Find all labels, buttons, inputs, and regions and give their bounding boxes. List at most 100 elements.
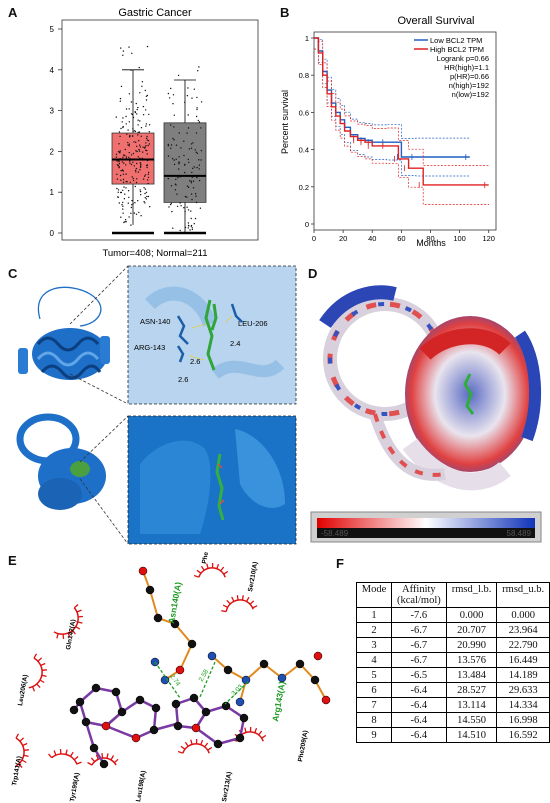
hydrophobic-spoke [223, 570, 229, 575]
hydrophobic-spoke [200, 739, 204, 746]
hydrophobic-spoke [76, 609, 82, 613]
data-point [137, 131, 139, 133]
data-point [140, 215, 142, 217]
hydrophobic-spoke [87, 761, 93, 766]
data-point [118, 131, 121, 133]
data-point [122, 170, 125, 172]
data-point [190, 147, 193, 149]
data-point [126, 181, 128, 183]
stat-logrank: Logrank p=0.66 [437, 54, 489, 63]
data-point [126, 133, 128, 135]
data-point [130, 212, 132, 214]
data-point [131, 204, 133, 206]
hydrophobic-spoke [53, 750, 57, 756]
column-header: Mode [355, 582, 393, 608]
data-point [177, 74, 180, 77]
data-point [132, 161, 134, 163]
data-point [122, 156, 124, 159]
table-cell: 20.990 [445, 637, 498, 653]
data-point [144, 188, 147, 190]
hydrophobic-spoke [204, 742, 209, 748]
data-point [191, 227, 193, 229]
data-point [128, 136, 131, 138]
panel-label-a: A [8, 5, 18, 20]
hydrophobic-spoke [241, 595, 244, 601]
hydrophobic-spoke [258, 730, 263, 736]
data-point [193, 223, 195, 225]
data-point [136, 150, 138, 153]
table-cell: 7 [355, 697, 393, 713]
data-point [121, 121, 123, 123]
data-point [196, 152, 199, 154]
data-point [175, 158, 177, 160]
hydrophobic-spoke [71, 629, 76, 635]
data-point [145, 125, 147, 127]
data-point [138, 131, 141, 133]
hydrophobic-spoke [41, 674, 47, 678]
data-point [125, 164, 127, 166]
data-point [173, 159, 175, 161]
data-point [128, 46, 130, 48]
table-row: 2 -6.7 20.707 23.964 [355, 622, 550, 638]
hydrophobic-residue-label: Leu206(A) [17, 674, 29, 706]
data-point [184, 210, 186, 213]
y-tick-label: 0 [50, 229, 55, 238]
data-point [183, 154, 185, 157]
hydrophobic-spoke [56, 633, 59, 639]
data-point [137, 200, 139, 202]
hydrophobic-arc [225, 599, 254, 612]
panel-label-e: E [8, 553, 17, 568]
data-point [177, 177, 179, 179]
hydrophobic-spoke [221, 610, 227, 613]
data-point [195, 132, 198, 134]
data-point [146, 166, 148, 169]
data-point [192, 167, 194, 170]
data-point [198, 159, 200, 161]
data-point [144, 202, 146, 204]
data-point [196, 176, 198, 179]
data-point [133, 212, 136, 214]
data-point [129, 134, 131, 137]
data-point [130, 163, 133, 166]
table-row: 6 -6.4 28.527 29.633 [355, 682, 550, 698]
data-point [198, 121, 201, 123]
ligand-stick [463, 373, 475, 415]
data-point [117, 196, 120, 198]
distance-label: 2.6 [190, 357, 200, 366]
data-point [137, 156, 139, 158]
data-point [117, 189, 120, 191]
data-point [192, 180, 195, 182]
table-row: 8 -6.4 14.550 16.998 [355, 712, 550, 728]
hydrophobic-residue-label: Phe209(A) [297, 730, 309, 763]
y-axis-label: Percent survival [280, 90, 290, 154]
data-point [132, 128, 134, 130]
data-point [120, 216, 122, 218]
panel-label-c: C [8, 266, 18, 281]
hydrophobic-spoke [21, 759, 27, 764]
table-cell: 23.964 [496, 622, 550, 638]
data-point [117, 151, 120, 153]
data-point [172, 103, 174, 105]
data-point [141, 81, 144, 83]
atom [221, 701, 231, 711]
data-point [139, 190, 142, 193]
data-point [176, 205, 179, 208]
atom [75, 697, 85, 707]
data-point [119, 150, 121, 152]
data-point [119, 135, 121, 137]
x-tick-label: 80 [426, 234, 434, 243]
hydrophobic-residue-label: Phe207(A) [201, 552, 213, 564]
hydrophobic-spoke [226, 599, 231, 605]
data-point [145, 95, 148, 98]
data-point [129, 157, 131, 160]
data-point [122, 125, 124, 128]
data-point [137, 134, 139, 136]
data-point [195, 151, 197, 153]
box-plot-chart: Gastric Cancer Tumor=408; Normal=211 0 1 2… [50, 7, 259, 259]
data-point [139, 162, 142, 164]
atom [69, 705, 79, 715]
hydrophobic-spoke [95, 754, 99, 760]
table-cell: 20.707 [445, 622, 498, 638]
atom [170, 619, 180, 629]
atom [145, 585, 155, 595]
